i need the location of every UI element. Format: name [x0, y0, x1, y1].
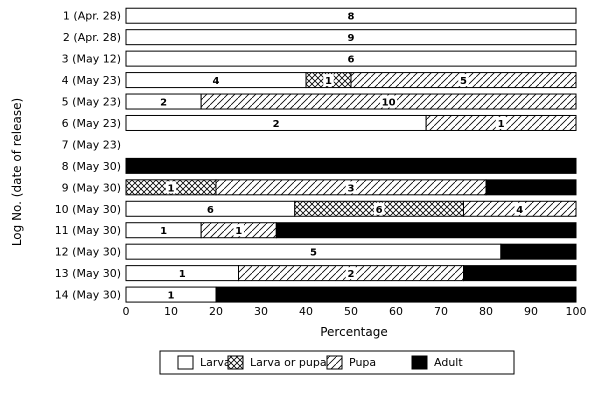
y-tick-label: 7 (May 23)	[62, 138, 121, 151]
data-label: 1	[168, 183, 175, 194]
data-label-background	[345, 181, 357, 194]
data-label: 6	[348, 55, 355, 66]
bar-segment-adult	[485, 179, 577, 196]
y-tick-label: 12 (May 30)	[55, 246, 121, 259]
x-tick-label: 10	[164, 305, 178, 318]
x-axis-title: Percentage	[320, 325, 388, 339]
data-label: 2	[160, 98, 167, 109]
bar-segment-larva	[125, 7, 577, 24]
x-tick-label: 90	[524, 305, 538, 318]
y-tick-label: 10 (May 30)	[55, 203, 121, 216]
bar-segment-larva	[125, 50, 577, 67]
legend-swatch-larva	[177, 355, 194, 370]
data-label-background	[458, 74, 469, 87]
data-label: 4	[213, 76, 220, 87]
data-label: 1	[516, 269, 523, 280]
data-label: 1	[179, 269, 186, 280]
y-tick-label: 6 (May 23)	[62, 117, 121, 130]
x-tick-label: 0	[123, 305, 130, 318]
y-tick-label: 5 (May 23)	[62, 96, 121, 109]
data-label: 1	[535, 248, 542, 259]
legend-swatch-adult	[411, 355, 428, 370]
legend-swatch-larva-or-pupa	[227, 355, 244, 370]
y-tick-label: 1 (Apr. 28)	[63, 10, 121, 23]
data-label-background	[380, 95, 398, 108]
y-tick-label: 11 (May 30)	[55, 224, 121, 237]
data-label: 6	[207, 205, 214, 216]
data-label-background	[495, 116, 507, 129]
data-label: 1	[498, 119, 505, 130]
data-label: 3	[348, 183, 355, 194]
x-tick-label: 80	[479, 305, 493, 318]
bar-segment-adult	[215, 286, 577, 303]
data-label: 4	[516, 205, 523, 216]
x-tick-label: 100	[566, 305, 587, 318]
bar-segment-adult	[275, 222, 577, 239]
data-label: 8	[348, 12, 355, 23]
data-label: 1	[325, 76, 332, 87]
bar-segment-adult	[500, 243, 577, 260]
plot-area: 1 (Apr. 28) 8 2 (Apr. 28) 9 3 (May 12) 6 4 (Ma…	[55, 7, 587, 318]
legend-label: Pupa	[349, 356, 376, 369]
legend-label: Adult	[434, 356, 463, 369]
data-label: 4	[393, 291, 400, 302]
x-tick-label: 30	[254, 305, 268, 318]
data-label-background	[233, 224, 244, 237]
data-label: 5	[310, 248, 317, 259]
x-tick-label: 50	[344, 305, 358, 318]
data-label: 1	[348, 162, 355, 173]
bar-segment-adult	[125, 157, 577, 174]
y-tick-label: 13 (May 30)	[55, 267, 121, 280]
data-label: 1	[528, 183, 535, 194]
data-label: 10	[382, 98, 396, 109]
y-tick-label: 4 (May 23)	[62, 74, 121, 87]
y-axis-title: Log No. (date of release)	[10, 98, 24, 246]
data-label-background	[373, 202, 385, 215]
y-tick-label: 3 (May 12)	[62, 53, 121, 66]
y-tick-label: 14 (May 30)	[55, 289, 121, 302]
data-label: 2	[348, 269, 355, 280]
legend-label: Larva	[200, 356, 231, 369]
data-label: 9	[348, 33, 355, 44]
data-label: 4	[423, 226, 430, 237]
data-label-background	[323, 74, 334, 87]
x-tick-label: 70	[434, 305, 448, 318]
y-tick-label: 2 (Apr. 28)	[63, 31, 121, 44]
data-label: 2	[273, 119, 280, 130]
bar-segment-adult	[463, 265, 577, 282]
y-tick-label: 8 (May 30)	[62, 160, 121, 173]
x-tick-label: 60	[389, 305, 403, 318]
x-tick-label: 40	[299, 305, 313, 318]
data-label: 1	[235, 226, 242, 237]
x-tick-label: 20	[209, 305, 223, 318]
legend: Larva Larva or pupa Pupa Adult	[159, 350, 515, 375]
legend-label: Larva or pupa	[250, 356, 327, 369]
bar-segment-larva	[125, 29, 577, 46]
data-label-background	[345, 267, 357, 280]
data-label-background	[514, 202, 525, 215]
data-label-background	[165, 181, 177, 194]
data-label: 1	[168, 291, 175, 302]
y-tick-label: 9 (May 30)	[62, 181, 121, 194]
data-label: 5	[460, 76, 467, 87]
data-label: 6	[376, 205, 383, 216]
data-label: 1	[160, 226, 167, 237]
legend-swatch-pupa	[326, 355, 343, 370]
